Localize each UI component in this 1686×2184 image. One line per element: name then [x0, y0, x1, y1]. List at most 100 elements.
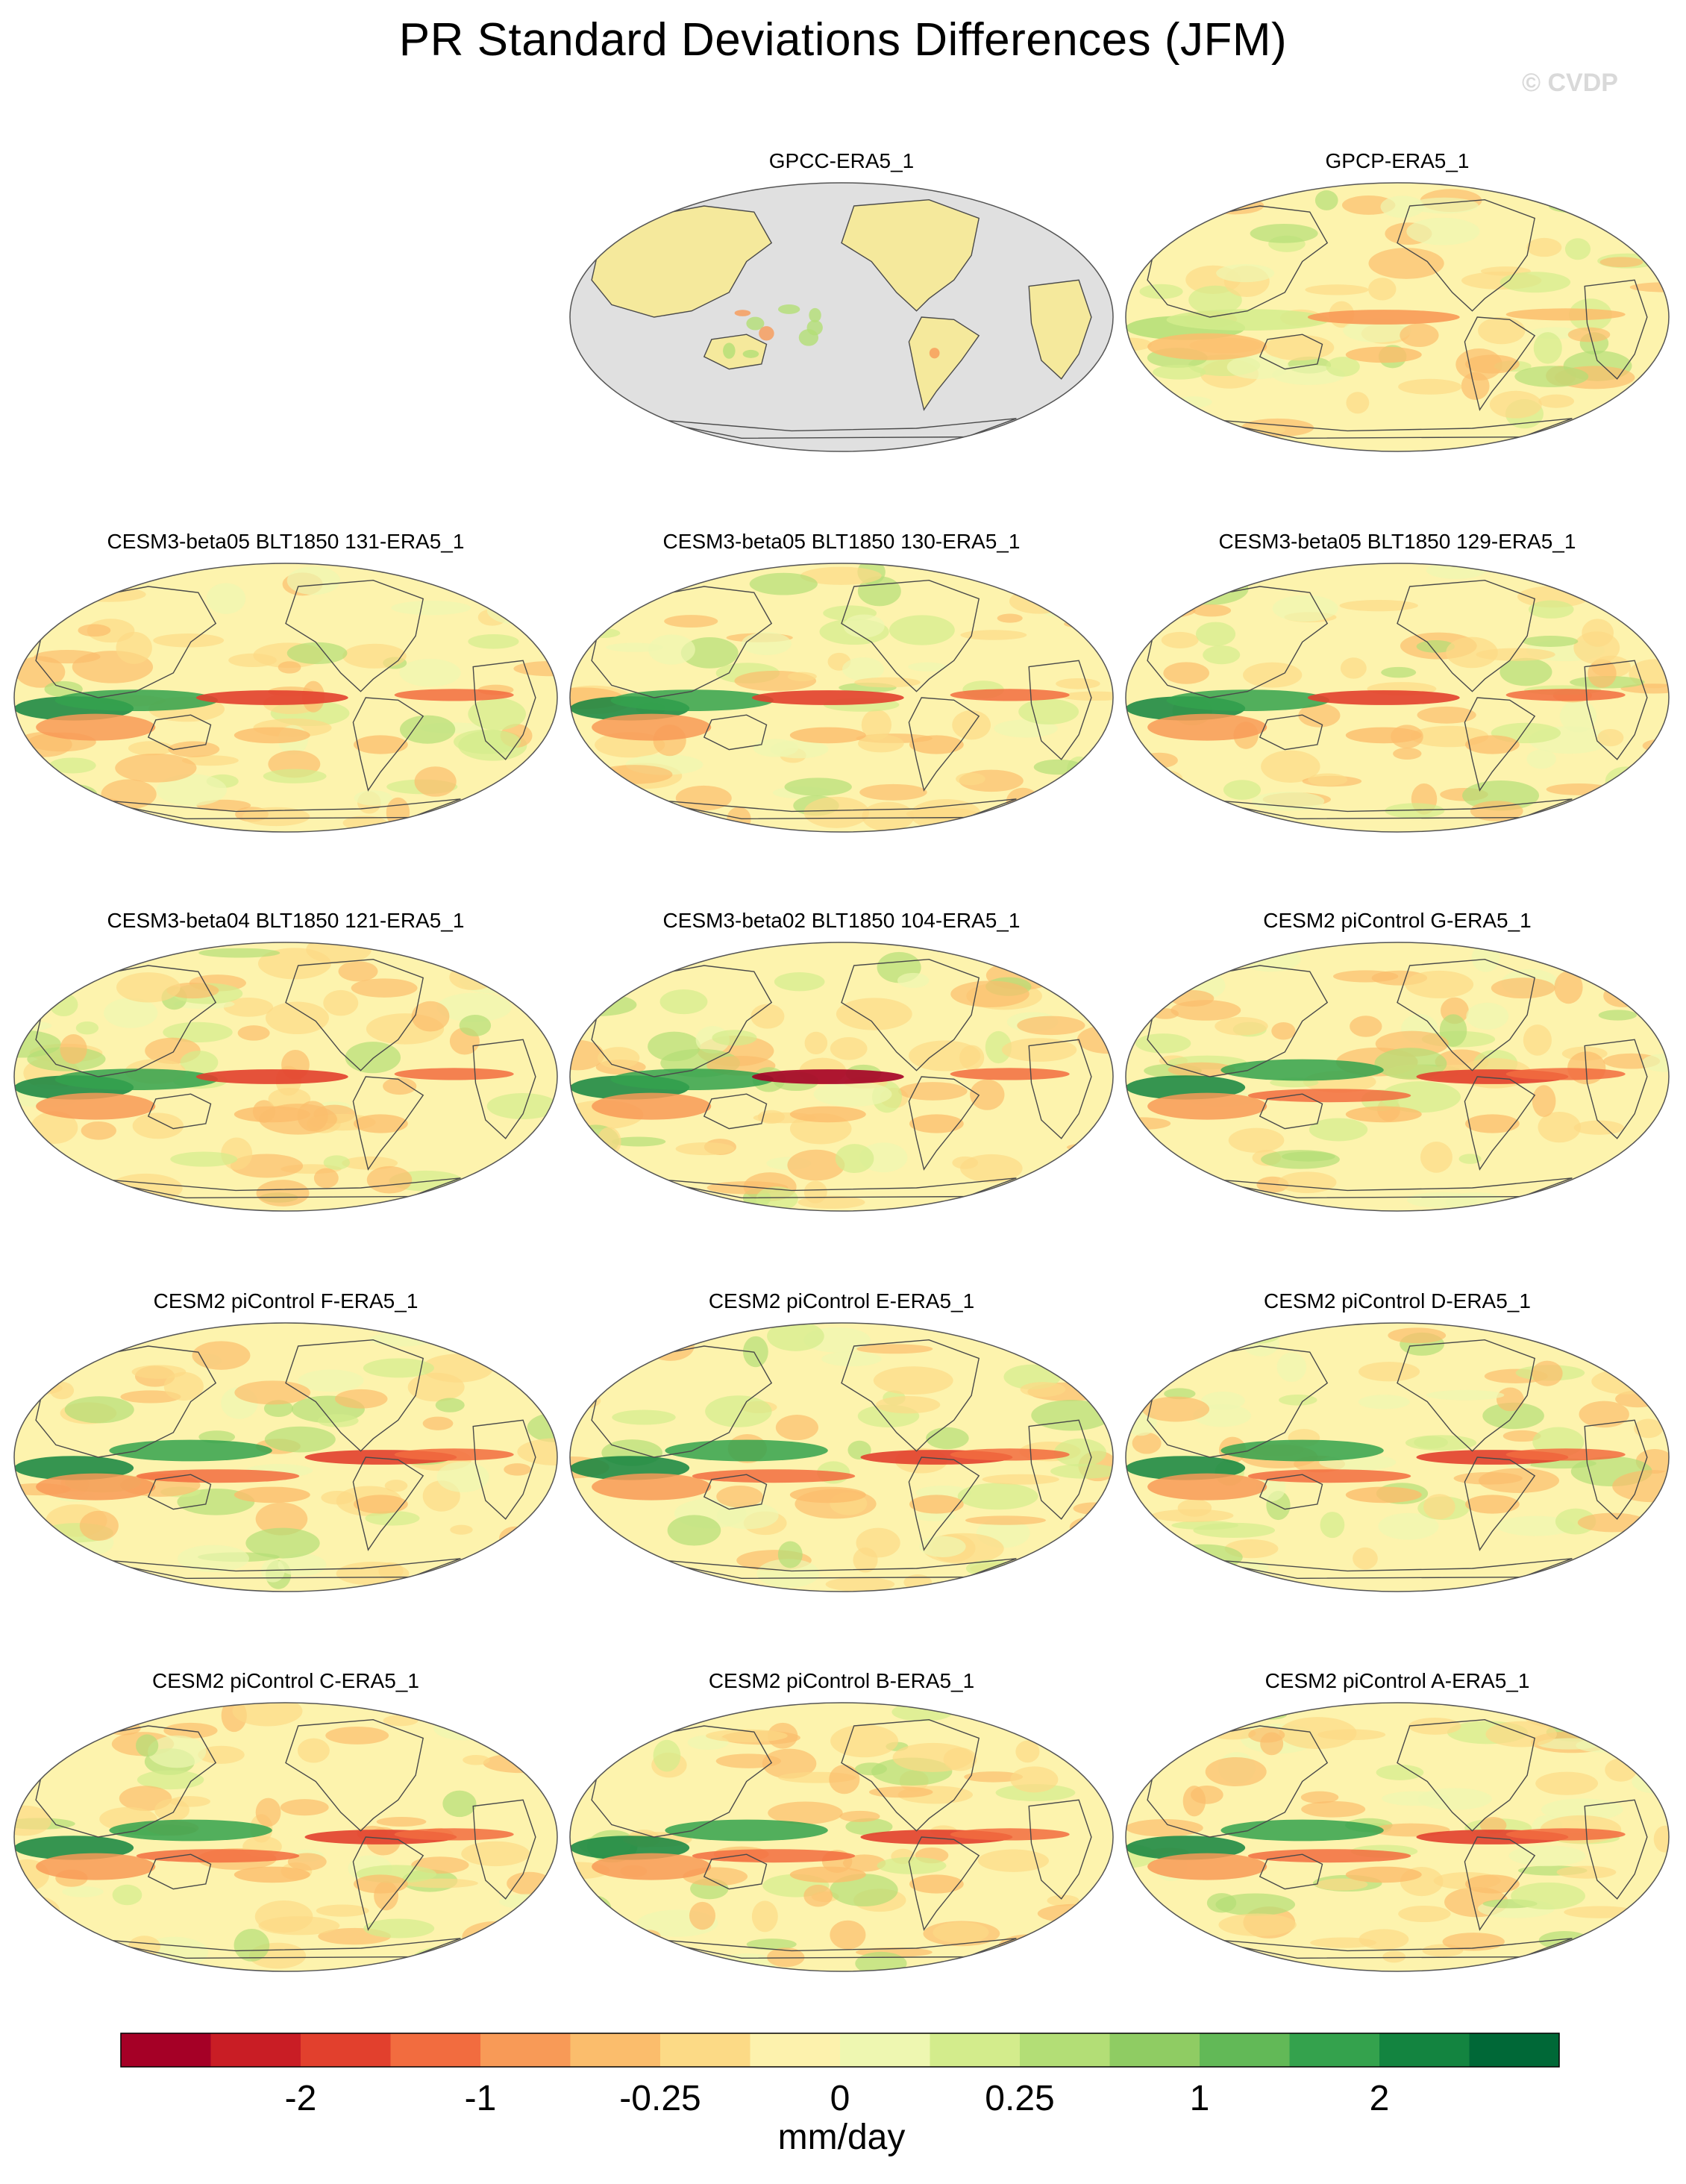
anomaly-blob: [1523, 1024, 1552, 1056]
anomaly-blob: [982, 1474, 1059, 1485]
cvdp-watermark: © CVDP: [1522, 69, 1618, 97]
anomaly-blob: [520, 795, 557, 819]
anomaly-blob: [789, 727, 866, 744]
colorbar-tick-label: -1: [465, 2079, 497, 2118]
map-border: [569, 182, 1114, 452]
colorbar-units-label: mm/day: [778, 2118, 906, 2157]
anomaly-blob: [965, 1515, 1046, 1525]
anomaly-blob: [615, 1547, 641, 1577]
anomaly-blob: [120, 1390, 181, 1404]
anomaly-blob: [391, 601, 471, 616]
anomaly-blob: [51, 1717, 85, 1741]
panel-title: CESM3-beta05 BLT1850 131-ERA5_1: [107, 530, 465, 553]
anomaly-blob: [734, 310, 751, 316]
anomaly-blob: [1398, 1905, 1451, 1923]
anomaly-blob: [1059, 691, 1113, 701]
colorbar-tick-label: -2: [285, 2079, 317, 2118]
anomaly-blob: [1126, 964, 1185, 993]
anomaly-blob: [664, 615, 718, 628]
colorbar-segment: [1109, 2033, 1200, 2067]
anomaly-blob: [286, 642, 348, 665]
anomaly-blob: [435, 1398, 465, 1412]
anomaly-blob: [919, 1536, 966, 1558]
coastline: [35, 1725, 217, 1838]
colorbar-segment: [930, 2033, 1021, 2067]
anomaly-blob: [1505, 308, 1626, 321]
anomaly-blob: [297, 1738, 330, 1763]
anomaly-blob: [1182, 1786, 1206, 1817]
anomaly-blob: [1278, 1171, 1337, 1194]
anomaly-blob: [1564, 238, 1591, 260]
anomaly-blob: [48, 757, 96, 774]
anomaly-blob: [1479, 1816, 1507, 1834]
anomaly-blob: [1088, 1567, 1113, 1592]
coastline: [147, 1474, 212, 1510]
anomaly-blob: [449, 964, 497, 990]
anomaly-blob: [1018, 698, 1079, 725]
anomaly-blob: [1485, 1721, 1557, 1747]
anomaly-blob: [504, 1463, 531, 1476]
anomaly-blob: [354, 735, 408, 754]
anomaly-blob: [1126, 1371, 1170, 1383]
anomaly-blob: [365, 1510, 420, 1526]
map-border: [569, 1322, 1114, 1592]
anomaly-blob: [741, 632, 792, 656]
anomaly-blob: [1062, 1332, 1113, 1348]
coastline: [1028, 1799, 1092, 1900]
coastline: [703, 714, 768, 751]
coastline: [591, 205, 773, 318]
anomaly-blob: [1393, 747, 1422, 760]
anomaly-blob: [1554, 971, 1583, 1004]
anomaly-blob: [952, 710, 991, 740]
anomaly-blob: [1620, 1151, 1664, 1163]
anomaly-blob: [1358, 1395, 1410, 1409]
anomaly-blob: [369, 1332, 433, 1347]
coastline: [703, 1474, 768, 1510]
anomaly-blob: [775, 1415, 818, 1441]
anomaly-blob: [286, 566, 341, 595]
anomaly-blob: [163, 1021, 233, 1043]
anomaly-blob: [789, 1866, 866, 1883]
anomaly-blob: [54, 1068, 218, 1090]
coastline: [35, 965, 217, 1077]
anomaly-blob: [1307, 690, 1460, 705]
panel-title: CESM2 piControl F-ERA5_1: [154, 1289, 419, 1312]
map-panel: CESM2 piControl A-ERA5_1: [1125, 1669, 1670, 1972]
anomaly-blob: [689, 1901, 716, 1930]
anomaly-blob: [1345, 1106, 1422, 1123]
anomaly-blob: [1465, 354, 1520, 374]
anomaly-blob: [1350, 1016, 1382, 1037]
anomaly-blob: [394, 689, 514, 701]
anomaly-blob: [180, 1051, 219, 1074]
panel-title: GPCC-ERA5_1: [769, 149, 915, 172]
anomaly-blob: [1150, 770, 1183, 787]
coastline: [472, 1039, 536, 1139]
anomaly-blob: [1300, 1791, 1339, 1804]
anomaly-blob: [335, 1389, 388, 1409]
anomaly-blob: [1139, 284, 1183, 299]
anomaly-blob: [459, 1015, 492, 1036]
anomaly-blob: [263, 769, 327, 783]
anomaly-blob: [706, 1729, 788, 1742]
anomaly-blob: [1567, 327, 1611, 342]
anomaly-blob: [1470, 801, 1523, 822]
map-panel: GPCC-ERA5_1: [569, 149, 1114, 452]
colorbar-segment: [750, 2033, 841, 2067]
coastline: [1397, 1718, 1536, 1832]
anomaly-blob: [1398, 378, 1462, 395]
anomaly-blob: [323, 989, 359, 1016]
anomaly-blob: [499, 1526, 532, 1551]
anomaly-blob: [1591, 1368, 1664, 1395]
coastline: [1259, 1093, 1323, 1130]
anomaly-blob: [42, 783, 98, 805]
anomaly-blob: [1228, 1127, 1285, 1153]
anomaly-blob: [829, 1764, 860, 1795]
anomaly-blob: [1188, 285, 1242, 315]
anomaly-blob: [1526, 237, 1562, 257]
anomaly-blob: [260, 1559, 285, 1583]
coastline: [1028, 279, 1092, 380]
anomaly-blob: [1017, 1016, 1085, 1036]
anomaly-blob: [1272, 595, 1338, 622]
anomaly-blob: [163, 1371, 204, 1401]
anomaly-blob: [1491, 977, 1555, 999]
